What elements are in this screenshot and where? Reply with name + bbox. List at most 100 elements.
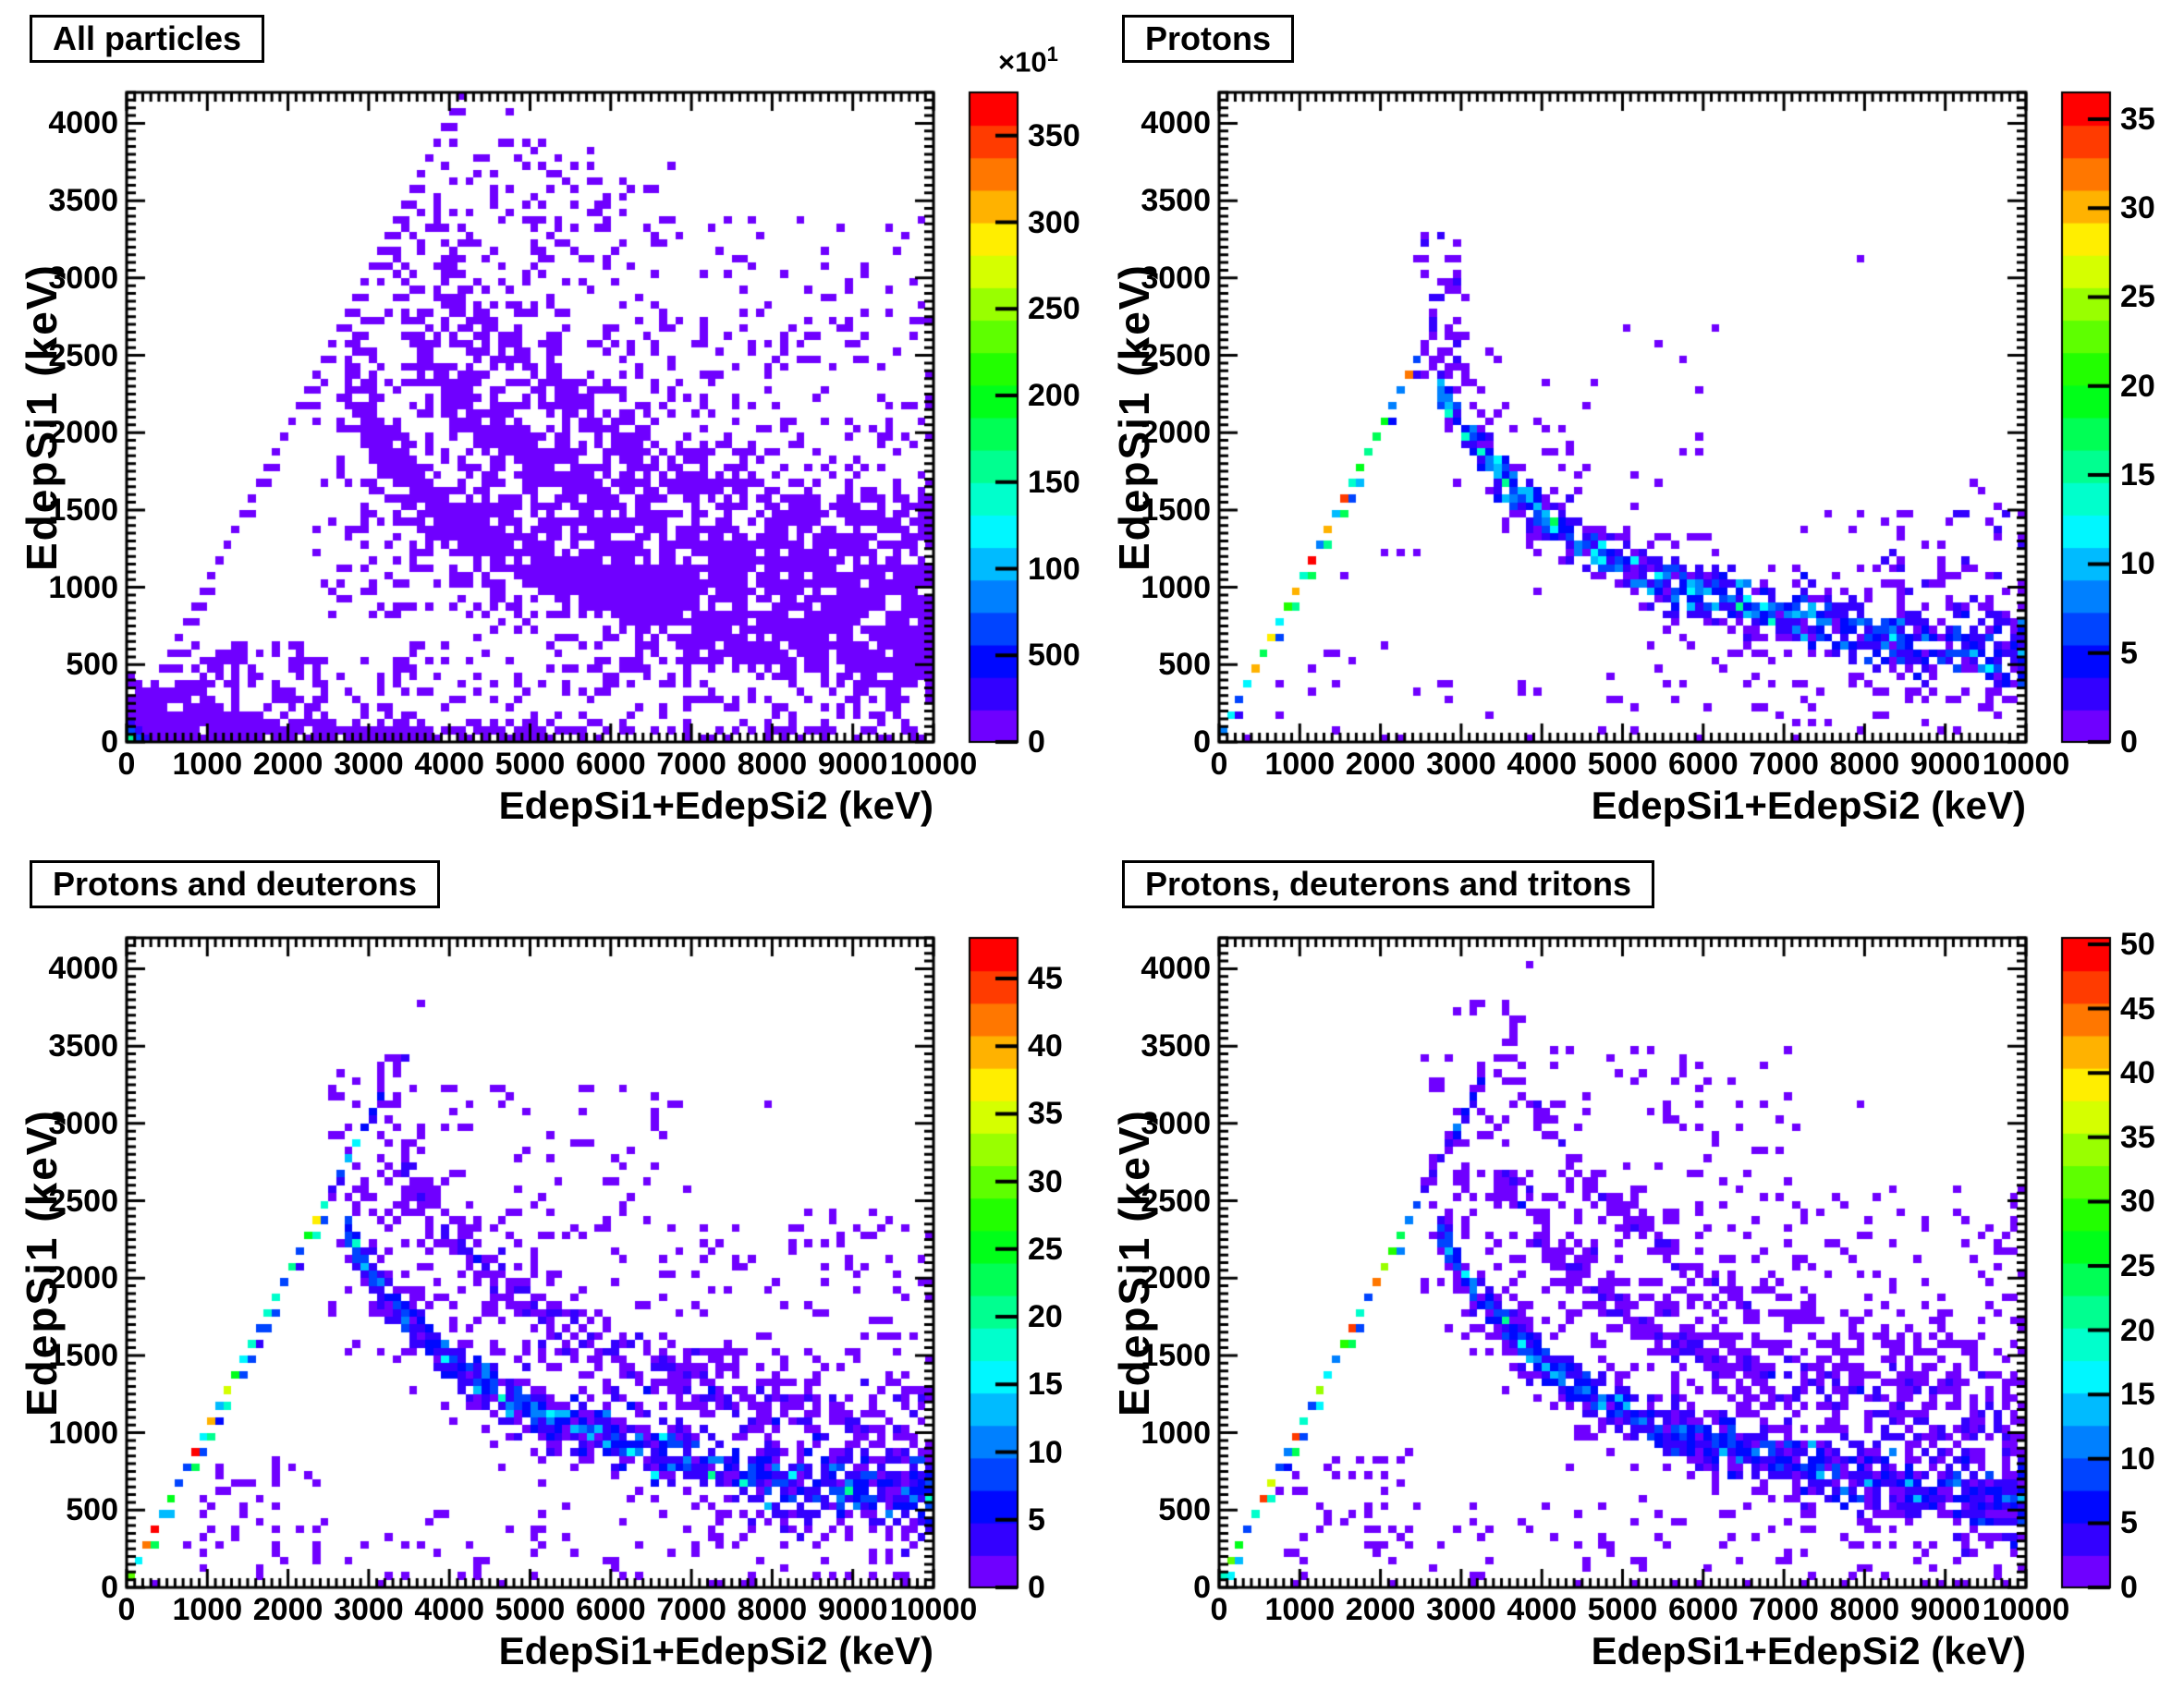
z-tick-label: 30 (2120, 1184, 2155, 1220)
y-tick-label: 4000 (1141, 105, 1211, 141)
y-tick-label: 2500 (1141, 1183, 1211, 1219)
x-tick-label: 4000 (414, 747, 484, 782)
y-tick-label: 2500 (48, 1183, 118, 1219)
y-tick-label: 500 (66, 1492, 118, 1528)
x-tick-label: 1000 (1264, 1592, 1336, 1627)
z-tick-label: 35 (2120, 1119, 2155, 1155)
z-tick-label: 35 (2120, 101, 2155, 137)
x-tick-label: 2000 (1345, 1592, 1416, 1627)
z-tick-label: 25 (2120, 1247, 2155, 1283)
histogram-canvas-protons-deuterons (0, 845, 1092, 1690)
y-tick-label: 2000 (1141, 415, 1211, 451)
x-tick-label: 4000 (1507, 1592, 1577, 1627)
x-axis-title: EdepSi1+EdepSi2 (keV) (1591, 1629, 2026, 1672)
x-tick-label: 10000 (1982, 1592, 2070, 1627)
z-tick-label: 45 (1028, 960, 1063, 996)
z-tick-label: 50 (2120, 926, 2155, 962)
x-tick-label: 5000 (494, 747, 566, 782)
panel-title-protons: Protons (1122, 15, 1295, 63)
x-tick-label: 10000 (1982, 747, 2070, 782)
z-tick-label: 40 (2120, 1055, 2155, 1091)
x-tick-label: 0 (1210, 747, 1228, 782)
x-tick-label: 2000 (252, 1592, 323, 1627)
x-tick-label: 9000 (1909, 1592, 1981, 1627)
y-tick-label: 1500 (1141, 1337, 1211, 1373)
y-tick-label: 3000 (48, 260, 118, 296)
y-tick-label: 3500 (48, 1028, 118, 1064)
z-tick-label: 45 (2120, 991, 2155, 1027)
y-tick-label: 2000 (1141, 1260, 1211, 1296)
y-tick-label: 0 (101, 1570, 118, 1605)
histogram-canvas-protons (1092, 0, 2184, 845)
x-tick-label: 1000 (1264, 747, 1336, 782)
x-tick-label: 1000 (172, 1592, 243, 1627)
z-tick-label: 10 (2120, 1441, 2155, 1477)
z-tick-label: 350 (1028, 117, 1080, 153)
x-tick-label: 3000 (334, 1592, 404, 1627)
x-tick-label: 6000 (575, 1592, 646, 1627)
y-tick-label: 4000 (48, 951, 118, 987)
pad-protons: EdepSi1 (keV) EdepSi1+EdepSi2 (keV) Prot… (1092, 0, 2184, 845)
y-tick-label: 1000 (1141, 1415, 1211, 1451)
x-tick-label: 6000 (1667, 1592, 1739, 1627)
pad-protons-deuterons-tritons: EdepSi1 (keV) EdepSi1+EdepSi2 (keV) Prot… (1092, 845, 2184, 1690)
x-axis-title: EdepSi1+EdepSi2 (keV) (1591, 784, 2026, 827)
z-tick-label: 5 (2120, 1505, 2138, 1541)
y-tick-label: 0 (1193, 1570, 1211, 1605)
z-tick-label: 15 (2120, 1377, 2155, 1413)
x-tick-label: 1000 (172, 747, 243, 782)
x-tick-label: 0 (117, 1592, 136, 1627)
y-tick-label: 3000 (1141, 1105, 1211, 1141)
y-tick-label: 500 (1158, 647, 1211, 683)
panel-title-all-particles: All particles (30, 15, 265, 63)
y-tick-label: 4000 (1141, 951, 1211, 987)
y-tick-label: 4000 (48, 105, 118, 141)
x-tick-label: 5000 (494, 1592, 566, 1627)
x-tick-label: 8000 (1829, 747, 1900, 782)
x-tick-label: 9000 (817, 1592, 888, 1627)
x-tick-label: 7000 (1749, 747, 1819, 782)
z-tick-label: 250 (1028, 291, 1080, 327)
histogram-canvas-all-particles (0, 0, 1092, 845)
z-tick-label: 150 (1028, 464, 1080, 500)
z-exponent-base: ×10 (998, 45, 1047, 79)
x-tick-label: 4000 (414, 1592, 484, 1627)
y-tick-label: 3000 (1141, 260, 1211, 296)
x-tick-label: 7000 (1749, 1592, 1819, 1627)
y-tick-label: 3500 (48, 183, 118, 219)
histogram-canvas-protons-deuterons-tritons (1092, 845, 2184, 1690)
x-axis-title: EdepSi1+EdepSi2 (keV) (498, 784, 933, 827)
pad-protons-deuterons: EdepSi1 (keV) EdepSi1+EdepSi2 (keV) Prot… (0, 845, 1092, 1690)
y-tick-label: 1500 (48, 1337, 118, 1373)
z-tick-label: 0 (1028, 1570, 1045, 1605)
z-tick-label: 25 (1028, 1231, 1063, 1267)
z-tick-label: 0 (2120, 724, 2138, 760)
y-tick-label: 1000 (1141, 569, 1211, 605)
x-tick-label: 7000 (656, 1592, 726, 1627)
y-tick-label: 500 (66, 647, 118, 683)
y-tick-label: 0 (101, 724, 118, 760)
z-tick-label: 5 (1028, 1502, 1045, 1538)
y-tick-label: 500 (1158, 1492, 1211, 1528)
y-tick-label: 1000 (48, 1415, 118, 1451)
y-tick-label: 2000 (48, 415, 118, 451)
z-tick-label: 10 (1028, 1434, 1063, 1470)
x-tick-label: 3000 (1426, 747, 1496, 782)
x-tick-label: 0 (1210, 1592, 1228, 1627)
x-tick-label: 8000 (737, 747, 808, 782)
x-tick-label: 5000 (1587, 747, 1658, 782)
panel-title-protons-deuterons-tritons: Protons, deuterons and tritons (1122, 860, 1655, 908)
x-tick-label: 2000 (1345, 747, 1416, 782)
x-tick-label: 6000 (575, 747, 646, 782)
z-tick-label: 10 (2120, 546, 2155, 582)
y-tick-label: 3500 (1141, 1028, 1211, 1064)
z-tick-label: 0 (2120, 1570, 2138, 1605)
z-tick-label: 100 (1028, 551, 1080, 587)
x-tick-label: 9000 (817, 747, 888, 782)
x-tick-label: 4000 (1507, 747, 1577, 782)
x-tick-label: 7000 (656, 747, 726, 782)
z-tick-label: 20 (1028, 1299, 1063, 1335)
x-tick-label: 3000 (334, 747, 404, 782)
x-tick-label: 3000 (1426, 1592, 1496, 1627)
